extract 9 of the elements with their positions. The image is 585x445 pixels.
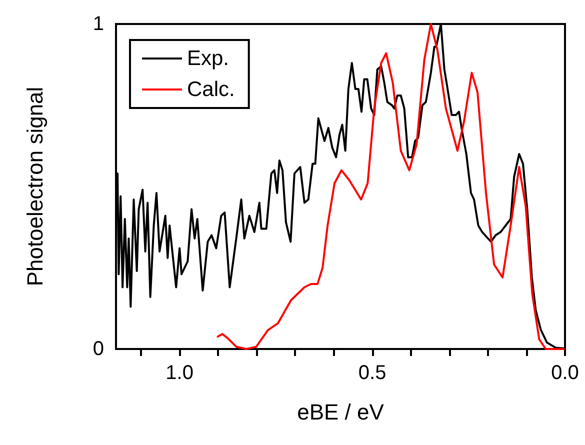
y-tick-label: 0: [92, 338, 104, 360]
legend-label: Exp.: [187, 47, 230, 70]
y-axis-title: Photoelectron signal: [22, 86, 48, 286]
x-tick-label: 0.5: [358, 362, 386, 384]
y-tick-label: 1: [92, 13, 104, 35]
legend-label: Calc.: [187, 78, 235, 101]
x-axis-title: eBE / eV: [297, 400, 384, 424]
x-tick-label: 1.0: [166, 362, 194, 384]
x-tick-label: 0.0: [551, 362, 579, 384]
